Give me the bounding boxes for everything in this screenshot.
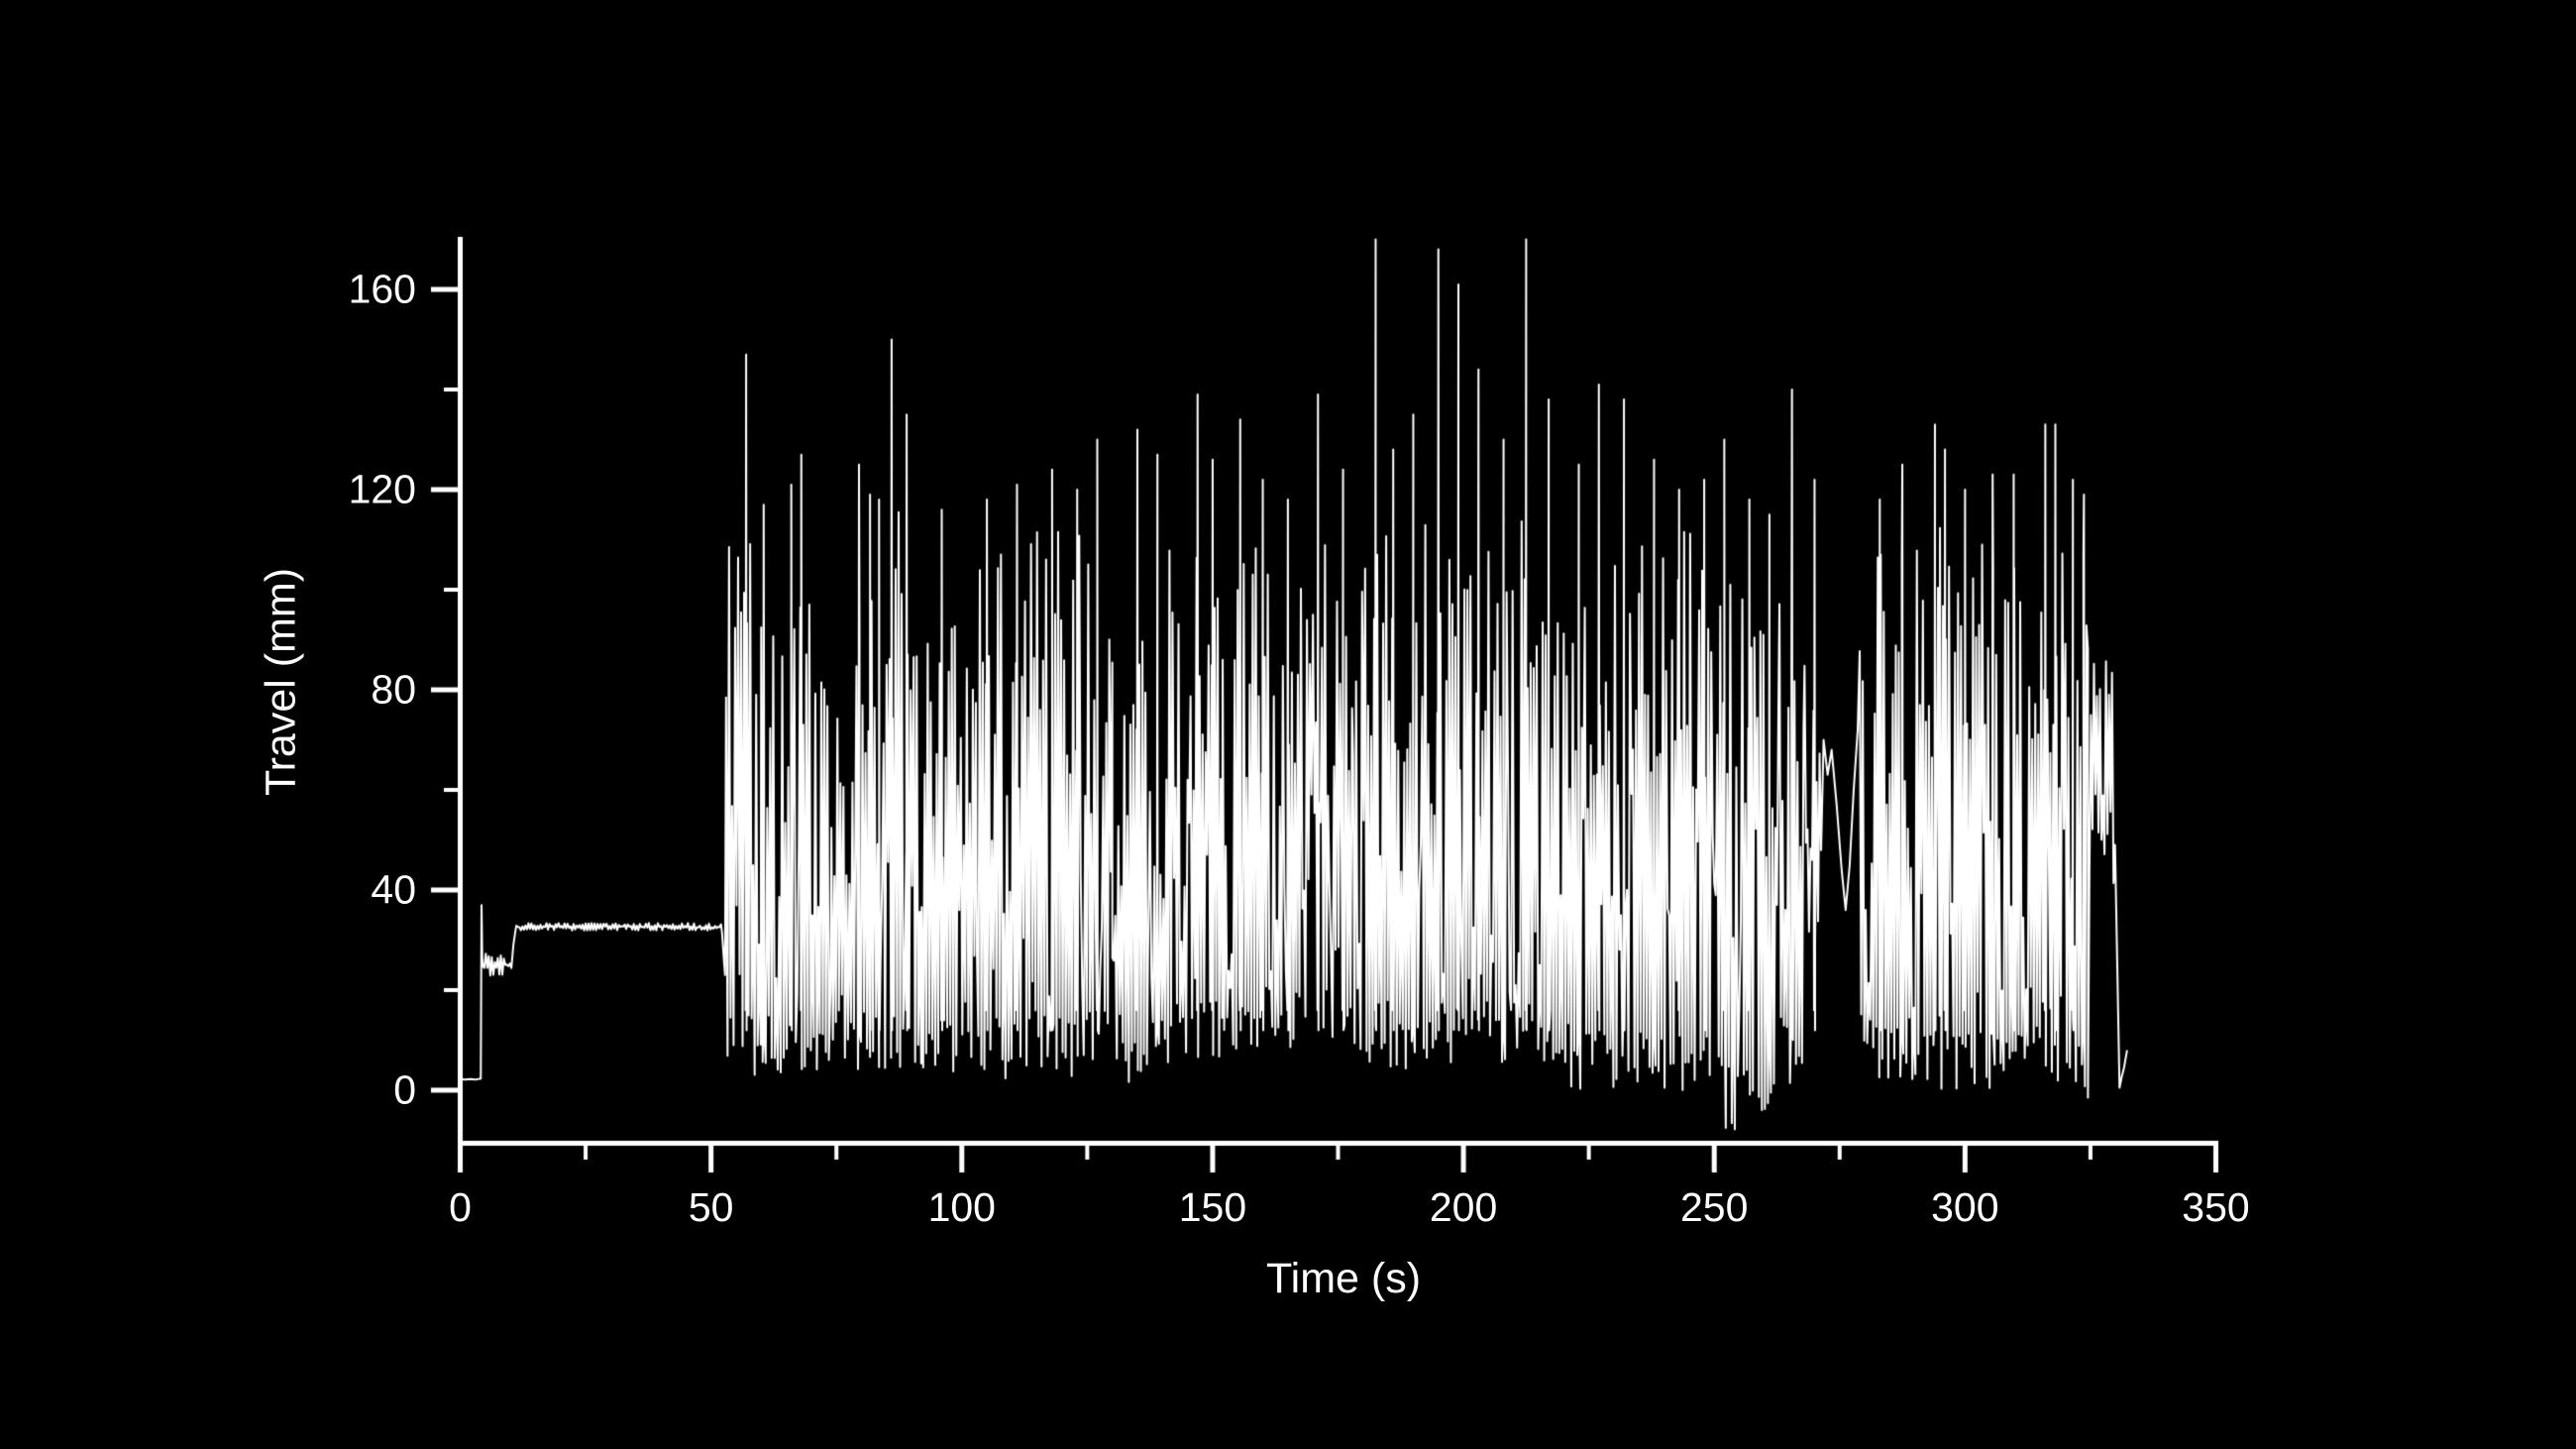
x-tick-label: 0 <box>449 1184 472 1230</box>
x-tick-label: 200 <box>1429 1184 1498 1230</box>
y-tick-label: 0 <box>393 1066 416 1113</box>
x-tick-label: 300 <box>1931 1184 1999 1230</box>
x-tick-label: 250 <box>1679 1184 1749 1230</box>
y-axis-tick-labels: 0 40 80 120 160 <box>0 0 416 1449</box>
x-tick-label: 350 <box>2182 1184 2250 1230</box>
y-axis-title: Travel (mm) <box>257 567 305 797</box>
x-axis-tick-labels: 0 50 100 150 200 250 300 350 <box>0 1187 2576 1247</box>
x-axis-title: Time (s) <box>1265 1255 1422 1302</box>
y-tick-label: 40 <box>371 866 416 913</box>
y-tick-label: 80 <box>371 666 416 713</box>
x-tick-label: 100 <box>927 1184 996 1230</box>
x-tick-label: 150 <box>1178 1184 1247 1230</box>
y-tick-label: 160 <box>348 266 416 312</box>
x-tick-label: 50 <box>688 1184 734 1230</box>
y-tick-label: 120 <box>348 466 416 512</box>
